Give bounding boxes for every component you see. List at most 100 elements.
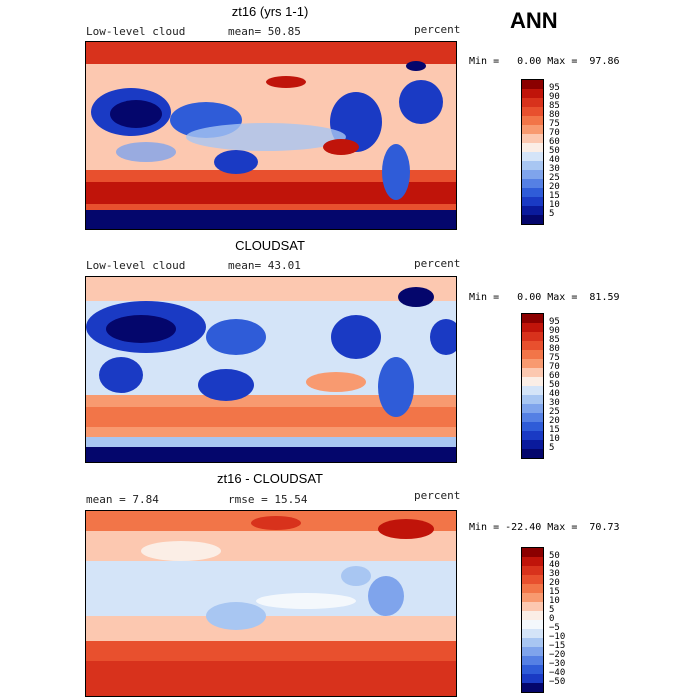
colorbar-tick-label: 95	[549, 317, 560, 327]
colorbar-swatch	[522, 323, 543, 332]
colorbar-swatch	[522, 80, 543, 89]
colorbar-swatch	[522, 647, 543, 656]
colorbar-swatch	[522, 422, 543, 431]
colorbar-tick-label: −5	[549, 623, 560, 633]
colorbar-tick-label: 80	[549, 110, 560, 120]
colorbar-swatch	[522, 656, 543, 665]
panel-2-colorbar	[521, 313, 544, 459]
panel-3-minmax: Min = -22.40 Max = 70.73	[469, 522, 620, 533]
colorbar-tick-label: 40	[549, 560, 560, 570]
colorbar-tick-label: 40	[549, 155, 560, 165]
panel-1-colorbar	[521, 79, 544, 225]
colorbar-tick-label: −10	[549, 632, 566, 642]
colorbar-swatch	[522, 674, 543, 683]
colorbar-tick-label: 90	[549, 92, 560, 102]
colorbar-tick-label: 70	[549, 128, 560, 138]
colorbar-tick-label: 50	[549, 146, 560, 156]
colorbar-tick-label: −30	[549, 659, 566, 669]
colorbar-tick-label: 5	[549, 209, 555, 219]
colorbar-swatch	[522, 683, 543, 692]
colorbar-tick-label: 5	[549, 605, 555, 615]
colorbar-swatch	[522, 134, 543, 143]
colorbar-tick-label: 10	[549, 434, 560, 444]
colorbar-tick-label: 25	[549, 407, 560, 417]
colorbar-tick-label: 50	[549, 551, 560, 561]
colorbar-swatch	[522, 575, 543, 584]
colorbar-swatch	[522, 143, 543, 152]
colorbar-swatch	[522, 395, 543, 404]
colorbar-swatch	[522, 332, 543, 341]
panel-1-minmax: Min = 0.00 Max = 97.86	[469, 56, 620, 67]
colorbar-tick-label: 30	[549, 398, 560, 408]
colorbar-swatch	[522, 197, 543, 206]
colorbar-tick-label: 90	[549, 326, 560, 336]
colorbar-tick-label: 15	[549, 191, 560, 201]
colorbar-tick-label: 50	[549, 380, 560, 390]
colorbar-swatch	[522, 188, 543, 197]
colorbar-tick-label: −50	[549, 677, 566, 687]
colorbar-tick-label: −20	[549, 650, 566, 660]
colorbar-tick-label: 60	[549, 137, 560, 147]
colorbar-tick-label: 75	[549, 119, 560, 129]
colorbar-swatch	[522, 368, 543, 377]
colorbar-swatch	[522, 89, 543, 98]
colorbar-swatch	[522, 620, 543, 629]
colorbar-tick-label: 20	[549, 182, 560, 192]
panel-1-map	[85, 41, 457, 230]
colorbar-swatch	[522, 611, 543, 620]
colorbar-swatch	[522, 593, 543, 602]
colorbar-swatch	[522, 341, 543, 350]
colorbar-tick-label: 95	[549, 83, 560, 93]
colorbar-swatch	[522, 629, 543, 638]
colorbar-swatch	[522, 638, 543, 647]
panel-1-units: percent	[414, 23, 461, 36]
colorbar-tick-label: 40	[549, 389, 560, 399]
colorbar-swatch	[522, 116, 543, 125]
panel-3-colorbar	[521, 547, 544, 693]
colorbar-swatch	[522, 566, 543, 575]
panel-3-map	[85, 510, 457, 697]
panel-2-map	[85, 276, 457, 463]
colorbar-tick-label: −15	[549, 641, 566, 651]
colorbar-swatch	[522, 314, 543, 323]
colorbar-swatch	[522, 161, 543, 170]
colorbar-swatch	[522, 602, 543, 611]
colorbar-tick-label: 5	[549, 443, 555, 453]
panel-3-mean: mean = 7.84	[86, 493, 159, 506]
panel-1-mean: mean= 50.85	[228, 25, 301, 38]
colorbar-tick-label: 10	[549, 200, 560, 210]
colorbar-tick-label: 60	[549, 371, 560, 381]
colorbar-tick-label: 25	[549, 173, 560, 183]
colorbar-swatch	[522, 584, 543, 593]
colorbar-swatch	[522, 557, 543, 566]
colorbar-tick-label: 80	[549, 344, 560, 354]
colorbar-tick-label: 10	[549, 596, 560, 606]
colorbar-swatch	[522, 449, 543, 458]
panel-1-variable: Low-level cloud	[86, 25, 186, 38]
colorbar-tick-label: 15	[549, 587, 560, 597]
colorbar-swatch	[522, 215, 543, 224]
panel-2-minmax: Min = 0.00 Max = 81.59	[469, 292, 620, 303]
colorbar-tick-label: 15	[549, 425, 560, 435]
colorbar-tick-label: 70	[549, 362, 560, 372]
colorbar-swatch	[522, 170, 543, 179]
colorbar-tick-label: 0	[549, 614, 555, 624]
colorbar-swatch	[522, 179, 543, 188]
panel-3-units: percent	[414, 489, 461, 502]
colorbar-swatch	[522, 665, 543, 674]
colorbar-swatch	[522, 386, 543, 395]
colorbar-swatch	[522, 206, 543, 215]
colorbar-swatch	[522, 152, 543, 161]
colorbar-swatch	[522, 548, 543, 557]
colorbar-tick-label: 20	[549, 578, 560, 588]
colorbar-swatch	[522, 98, 543, 107]
panel-3-title: zt16 - CLOUDSAT	[217, 471, 323, 486]
colorbar-swatch	[522, 359, 543, 368]
colorbar-swatch	[522, 350, 543, 359]
panel-1-title: zt16 (yrs 1-1)	[231, 4, 309, 19]
colorbar-tick-label: 85	[549, 335, 560, 345]
panel-2-variable: Low-level cloud	[86, 259, 186, 272]
colorbar-tick-label: 30	[549, 569, 560, 579]
colorbar-tick-label: 20	[549, 416, 560, 426]
panel-2-units: percent	[414, 257, 461, 270]
